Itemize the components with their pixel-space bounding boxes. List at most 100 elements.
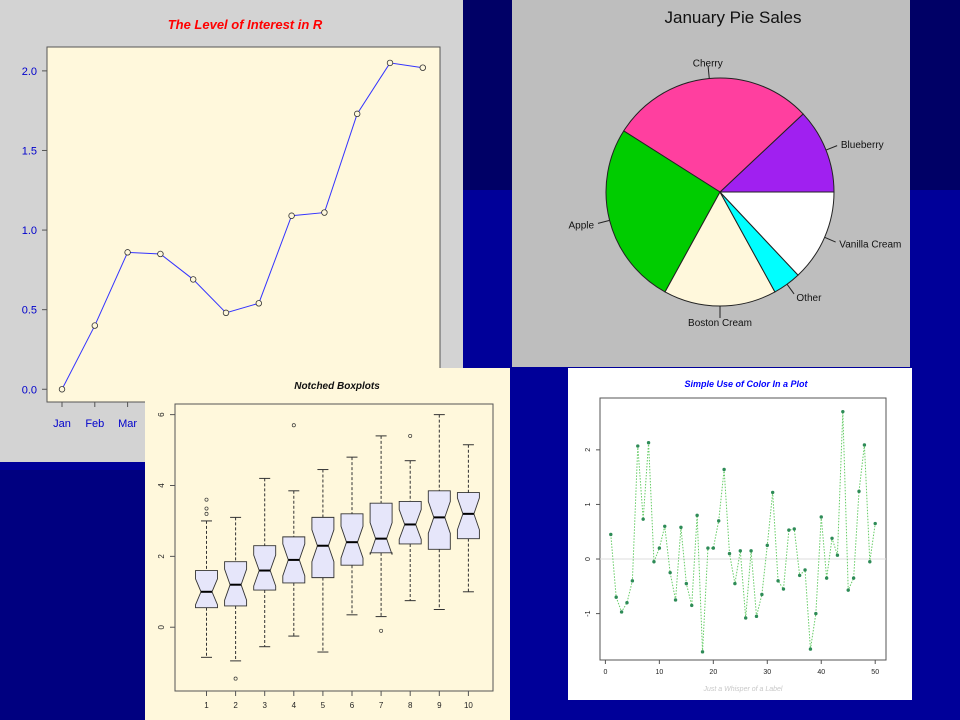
y-tick-label: 1 bbox=[585, 502, 592, 506]
data-point bbox=[354, 110, 361, 118]
scatter-panel: Simple Use of Color In a Plot Just a Whi… bbox=[568, 368, 912, 700]
slice-label: Vanilla Cream bbox=[839, 240, 901, 251]
data-point bbox=[862, 443, 867, 447]
data-point bbox=[652, 560, 656, 564]
boxplot-chart: Notched Boxplots 0 2 4 6 1 2 3 4 5 6 7 8 9 10 bbox=[157, 381, 494, 710]
pie-slice bbox=[718, 191, 835, 276]
data-point bbox=[630, 579, 635, 583]
data-point bbox=[830, 536, 834, 540]
y-tick-label: 2 bbox=[585, 448, 592, 452]
data-point bbox=[857, 489, 861, 494]
data-point bbox=[619, 610, 624, 614]
notched-box bbox=[253, 545, 277, 591]
data-point bbox=[625, 600, 629, 605]
outlier-point bbox=[204, 506, 209, 511]
x-tick-label: 5 bbox=[321, 701, 326, 710]
outlier-point bbox=[379, 628, 384, 633]
pie-slice bbox=[623, 77, 804, 193]
notched-box bbox=[398, 500, 422, 545]
chart-title: January Pie Sales bbox=[664, 8, 801, 27]
notched-box bbox=[369, 502, 393, 555]
x-tick-label: Feb bbox=[85, 418, 104, 430]
x-axis-label: Just a Whisper of a Label bbox=[703, 686, 783, 693]
slice-leader-line bbox=[825, 145, 838, 151]
data-point bbox=[700, 650, 705, 654]
data-point bbox=[636, 444, 640, 448]
data-point bbox=[386, 59, 394, 67]
line-chart: The Level of Interest in R 0.0 0.5 1.0 1.5 2… bbox=[22, 17, 441, 430]
x-tick-label: 0 bbox=[603, 669, 607, 676]
x-tick-label: 6 bbox=[350, 701, 355, 710]
slice-leader-line bbox=[786, 283, 795, 295]
data-point bbox=[851, 576, 856, 580]
slice-label: Apple bbox=[569, 220, 595, 231]
x-tick-label: 8 bbox=[408, 701, 413, 710]
data-point bbox=[679, 525, 683, 530]
data-point bbox=[673, 598, 678, 602]
slice-label: Cherry bbox=[693, 59, 723, 70]
data-point bbox=[657, 546, 662, 550]
x-tick-label: 10 bbox=[464, 701, 473, 710]
outlier-point bbox=[291, 423, 296, 428]
x-tick-label: 2 bbox=[233, 701, 238, 710]
data-point bbox=[706, 546, 710, 550]
data-point bbox=[641, 517, 645, 521]
x-tick-label: 30 bbox=[763, 669, 771, 676]
data-point bbox=[738, 549, 743, 553]
outlier-point bbox=[204, 497, 209, 502]
data-point bbox=[770, 490, 775, 495]
data-point bbox=[835, 553, 840, 557]
notched-box bbox=[427, 490, 451, 550]
notched-box bbox=[340, 513, 364, 566]
slice-leader-line bbox=[597, 219, 610, 224]
y-tick-label: 0.5 bbox=[22, 305, 37, 317]
data-point bbox=[824, 576, 829, 580]
data-point bbox=[760, 592, 764, 597]
y-tick-label: 1.0 bbox=[22, 225, 37, 237]
data-point bbox=[419, 64, 426, 71]
slice-leader-line bbox=[707, 66, 710, 79]
data-point bbox=[776, 579, 780, 583]
data-point bbox=[803, 568, 807, 572]
slice-label: Other bbox=[796, 293, 822, 304]
data-point bbox=[727, 551, 732, 556]
data-point bbox=[690, 603, 694, 608]
data-point bbox=[749, 549, 753, 553]
y-tick-label: 4 bbox=[157, 483, 166, 488]
x-tick-label: 7 bbox=[379, 701, 384, 710]
data-point bbox=[255, 300, 262, 307]
outlier-point bbox=[233, 676, 238, 681]
y-tick-label: -1 bbox=[585, 610, 592, 616]
data-point bbox=[722, 467, 726, 472]
x-tick-label: Mar bbox=[118, 418, 137, 430]
pie-slice bbox=[605, 130, 721, 293]
data-point bbox=[797, 573, 802, 578]
data-point bbox=[846, 588, 850, 592]
pie-chart: January Pie Sales Blueberry Cherry Apple Bo… bbox=[569, 8, 902, 329]
data-point bbox=[157, 250, 164, 258]
data-point bbox=[819, 515, 823, 519]
y-tick-label: 0 bbox=[157, 624, 166, 629]
notched-box bbox=[195, 570, 218, 609]
data-point bbox=[288, 212, 295, 219]
slice-label: Blueberry bbox=[841, 140, 884, 151]
pie-slice bbox=[664, 190, 776, 307]
x-tick-label: 20 bbox=[709, 669, 717, 676]
data-point bbox=[189, 276, 197, 283]
data-point bbox=[717, 519, 721, 523]
data-point bbox=[695, 513, 699, 518]
data-point bbox=[684, 581, 689, 586]
plot-area bbox=[46, 46, 441, 403]
notched-box bbox=[456, 492, 480, 540]
data-point bbox=[787, 528, 791, 532]
data-point bbox=[614, 595, 618, 599]
data-point bbox=[808, 647, 813, 651]
x-tick-label: 9 bbox=[437, 701, 442, 710]
plot-area bbox=[599, 397, 887, 661]
x-tick-label: 3 bbox=[262, 701, 267, 710]
slice-leader-line bbox=[824, 236, 836, 243]
x-tick-label: 40 bbox=[817, 669, 825, 676]
chart-title: Simple Use of Color In a Plot bbox=[684, 379, 808, 389]
data-point bbox=[814, 611, 818, 616]
data-point bbox=[646, 441, 651, 445]
